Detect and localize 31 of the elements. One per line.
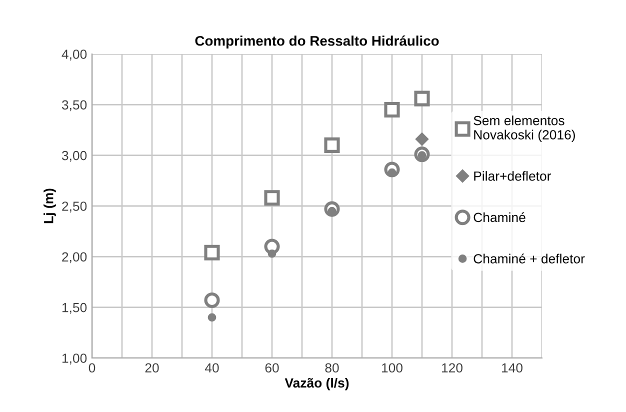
- y-tick-label: 1,50: [62, 302, 87, 314]
- point: [204, 292, 220, 308]
- y-tick-label: 3,50: [62, 100, 87, 112]
- x-tick-label: 0: [88, 363, 96, 373]
- y-tick-label: 1,00: [62, 354, 87, 364]
- point: [268, 249, 276, 258]
- y-tick-label: 3,00: [62, 150, 87, 162]
- x-axis-title: Vazão (l/s): [284, 378, 349, 390]
- x-tick-label: 80: [325, 363, 339, 373]
- x-tick-label: 20: [145, 363, 159, 373]
- point: [204, 244, 220, 260]
- legend-label: Sem elementos Novakoski (2016): [474, 116, 575, 142]
- legend-label: Pilar+defletor: [474, 171, 551, 181]
- x-tick-label: 40: [204, 363, 219, 373]
- point: [324, 137, 340, 153]
- point: [264, 190, 280, 206]
- y-tick-label: 2,50: [62, 202, 87, 212]
- x-tick-label: 100: [382, 363, 402, 373]
- y-tick-label: 2,00: [62, 252, 87, 264]
- y-tick-label: 4,00: [62, 50, 87, 60]
- point: [414, 90, 430, 106]
- chart-title: Comprimento do Ressalto Hidráulico: [195, 35, 439, 49]
- x-tick-label: 140: [502, 363, 522, 373]
- point: [415, 132, 429, 146]
- x-tick-label: 60: [265, 363, 279, 373]
- point: [208, 313, 216, 322]
- x-tick-label: 120: [442, 363, 462, 373]
- legend-label: Chaminé + defletor: [474, 254, 585, 264]
- legend-label: Chaminé: [474, 212, 526, 222]
- point: [384, 102, 400, 118]
- y-axis-title: Lj (m): [44, 188, 56, 224]
